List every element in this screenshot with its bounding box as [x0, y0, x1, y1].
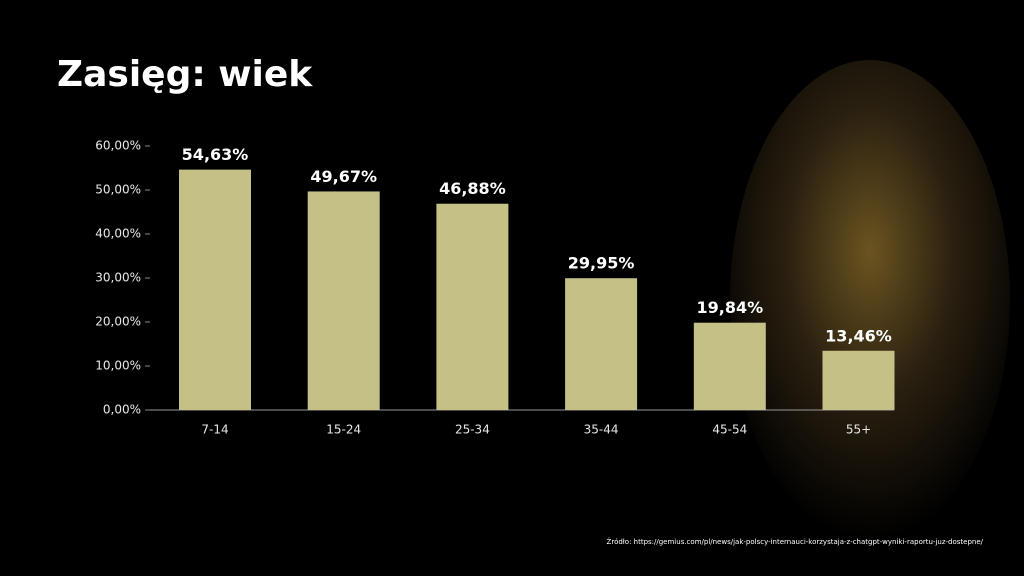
bar: [822, 350, 895, 410]
bar: [565, 278, 638, 410]
value-label: 19,84%: [696, 298, 763, 317]
bar: [307, 191, 380, 410]
x-tick-label: 55+: [846, 423, 871, 437]
y-tick-label: 0,00%: [103, 403, 141, 417]
value-label: 49,67%: [310, 167, 377, 186]
x-tick-label: 45-54: [712, 423, 747, 437]
y-tick-label: 50,00%: [95, 183, 141, 197]
bar: [693, 322, 766, 410]
y-tick-label: 60,00%: [95, 139, 141, 153]
decorative-figure: [730, 60, 1010, 540]
value-label: 29,95%: [568, 254, 635, 273]
value-label: 13,46%: [825, 326, 892, 345]
value-label: 46,88%: [439, 179, 506, 198]
bar: [436, 203, 509, 410]
value-label: 54,63%: [182, 145, 249, 164]
y-tick-label: 30,00%: [95, 271, 141, 285]
x-tick-label: 7-14: [201, 423, 228, 437]
x-tick-label: 15-24: [326, 423, 361, 437]
y-tick-label: 40,00%: [95, 227, 141, 241]
source: Źródło: https://gemius.com/pl/news/jak-p…: [607, 537, 984, 546]
x-tick-label: 25-34: [455, 423, 490, 437]
bar: [179, 169, 251, 410]
y-tick-label: 10,00%: [95, 359, 141, 373]
y-tick-label: 20,00%: [95, 315, 141, 329]
slide-title: Zasięg: wiek: [57, 54, 313, 95]
x-tick-label: 35-44: [584, 423, 619, 437]
